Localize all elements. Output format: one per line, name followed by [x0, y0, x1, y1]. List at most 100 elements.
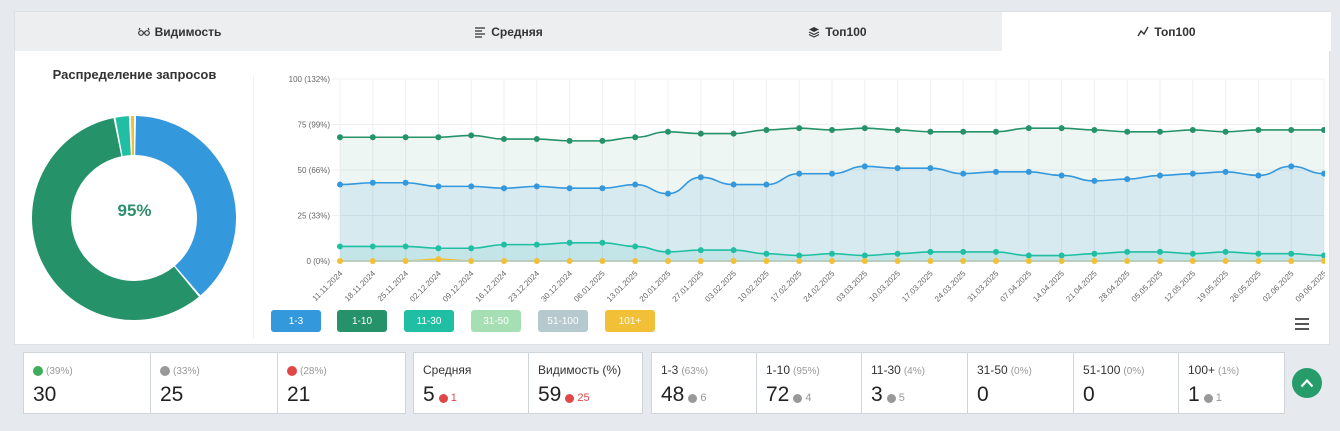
data-point-1-3[interactable]: [829, 170, 835, 177]
data-point-101+[interactable]: [632, 258, 639, 264]
data-point-1-10[interactable]: [402, 134, 409, 141]
data-point-101+[interactable]: [763, 258, 770, 264]
legend-item-51-100[interactable]: 51-100: [538, 310, 588, 332]
data-point-101+[interactable]: [501, 258, 507, 264]
data-point-1-3[interactable]: [369, 179, 376, 186]
data-point-1-10[interactable]: [1222, 128, 1229, 135]
data-point-1-3[interactable]: [927, 165, 934, 172]
data-point-101+[interactable]: [1222, 258, 1229, 264]
data-point-101+[interactable]: [337, 258, 343, 264]
data-point-11-30[interactable]: [1189, 250, 1196, 257]
scroll-top-button[interactable]: [1292, 368, 1322, 398]
data-point-101+[interactable]: [861, 258, 868, 264]
data-point-101+[interactable]: [533, 258, 540, 264]
data-point-11-30[interactable]: [1058, 252, 1065, 259]
data-point-101+[interactable]: [1189, 258, 1196, 264]
data-point-101+[interactable]: [1288, 258, 1295, 264]
data-point-1-10[interactable]: [1288, 126, 1295, 133]
data-point-11-30[interactable]: [894, 250, 901, 257]
data-point-1-10[interactable]: [1321, 126, 1325, 133]
legend-item-101+[interactable]: 101+: [605, 310, 655, 332]
data-point-11-30[interactable]: [1222, 248, 1229, 255]
data-point-1-10[interactable]: [861, 125, 868, 132]
data-point-11-30[interactable]: [927, 248, 934, 255]
legend-item-1-3[interactable]: 1-3: [271, 310, 321, 332]
data-point-1-3[interactable]: [501, 185, 507, 192]
data-point-11-30[interactable]: [369, 243, 376, 250]
data-point-1-3[interactable]: [960, 170, 967, 177]
data-point-1-10[interactable]: [468, 132, 475, 139]
data-point-101+[interactable]: [960, 258, 967, 264]
data-point-1-3[interactable]: [1222, 168, 1229, 175]
data-point-1-10[interactable]: [501, 136, 507, 143]
data-point-1-10[interactable]: [1091, 126, 1098, 133]
data-point-11-30[interactable]: [337, 243, 343, 250]
data-point-1-10[interactable]: [665, 128, 671, 135]
data-point-1-10[interactable]: [566, 137, 573, 144]
tab-average[interactable]: Средняя: [344, 12, 673, 51]
data-point-101+[interactable]: [1091, 258, 1098, 264]
data-point-101+[interactable]: [829, 258, 835, 264]
data-point-1-10[interactable]: [337, 134, 343, 141]
data-point-1-10[interactable]: [993, 128, 999, 135]
data-point-1-3[interactable]: [533, 183, 540, 190]
data-point-11-30[interactable]: [566, 239, 573, 246]
data-point-11-30[interactable]: [1091, 250, 1098, 257]
data-point-1-3[interactable]: [861, 163, 868, 170]
data-point-101+[interactable]: [599, 258, 606, 264]
data-point-11-30[interactable]: [1255, 250, 1262, 257]
data-point-1-3[interactable]: [1288, 163, 1295, 170]
data-point-1-3[interactable]: [1255, 172, 1262, 179]
data-point-101+[interactable]: [665, 258, 671, 264]
data-point-101+[interactable]: [1157, 258, 1163, 264]
data-point-11-30[interactable]: [1321, 252, 1325, 259]
data-point-1-3[interactable]: [697, 174, 704, 181]
data-point-101+[interactable]: [1025, 258, 1032, 264]
data-point-1-3[interactable]: [1124, 176, 1131, 183]
data-point-11-30[interactable]: [402, 243, 409, 250]
data-point-11-30[interactable]: [697, 247, 704, 254]
data-point-1-3[interactable]: [1025, 168, 1032, 175]
data-point-101+[interactable]: [402, 258, 409, 264]
data-point-11-30[interactable]: [1288, 250, 1295, 257]
data-point-11-30[interactable]: [993, 248, 999, 255]
data-point-1-3[interactable]: [1321, 170, 1325, 177]
data-point-11-30[interactable]: [763, 250, 770, 257]
data-point-1-10[interactable]: [632, 134, 639, 141]
data-point-101+[interactable]: [566, 258, 573, 264]
data-point-1-10[interactable]: [763, 126, 770, 133]
data-point-1-10[interactable]: [697, 130, 704, 137]
data-point-11-30[interactable]: [829, 250, 835, 257]
data-point-1-10[interactable]: [796, 125, 803, 132]
legend-item-1-10[interactable]: 1-10: [337, 310, 387, 332]
data-point-101+[interactable]: [468, 258, 475, 264]
data-point-1-10[interactable]: [927, 128, 934, 135]
data-point-1-10[interactable]: [1025, 125, 1032, 132]
data-point-1-3[interactable]: [1058, 172, 1065, 179]
data-point-1-10[interactable]: [1058, 125, 1065, 132]
data-point-1-10[interactable]: [435, 134, 442, 141]
tab-visibility[interactable]: Видимость: [15, 12, 344, 51]
tab-top100[interactable]: Топ100: [673, 12, 1002, 51]
data-point-1-3[interactable]: [894, 165, 901, 172]
data-point-11-30[interactable]: [796, 252, 803, 259]
data-point-101+[interactable]: [435, 256, 442, 263]
data-point-101+[interactable]: [1124, 258, 1131, 264]
data-point-1-3[interactable]: [796, 170, 803, 177]
legend-item-31-50[interactable]: 31-50: [471, 310, 521, 332]
data-point-11-30[interactable]: [599, 239, 606, 246]
data-point-1-3[interactable]: [632, 181, 639, 188]
data-point-11-30[interactable]: [861, 252, 868, 259]
data-point-101+[interactable]: [1058, 258, 1065, 264]
data-point-1-3[interactable]: [993, 168, 999, 175]
data-point-1-10[interactable]: [960, 128, 967, 135]
data-point-1-3[interactable]: [1189, 170, 1196, 177]
data-point-1-3[interactable]: [435, 183, 442, 190]
data-point-101+[interactable]: [894, 258, 901, 264]
data-point-101+[interactable]: [796, 258, 803, 264]
data-point-101+[interactable]: [369, 258, 376, 264]
data-point-11-30[interactable]: [730, 247, 737, 254]
data-point-11-30[interactable]: [960, 248, 967, 255]
data-point-11-30[interactable]: [468, 245, 475, 252]
data-point-1-10[interactable]: [829, 126, 835, 133]
